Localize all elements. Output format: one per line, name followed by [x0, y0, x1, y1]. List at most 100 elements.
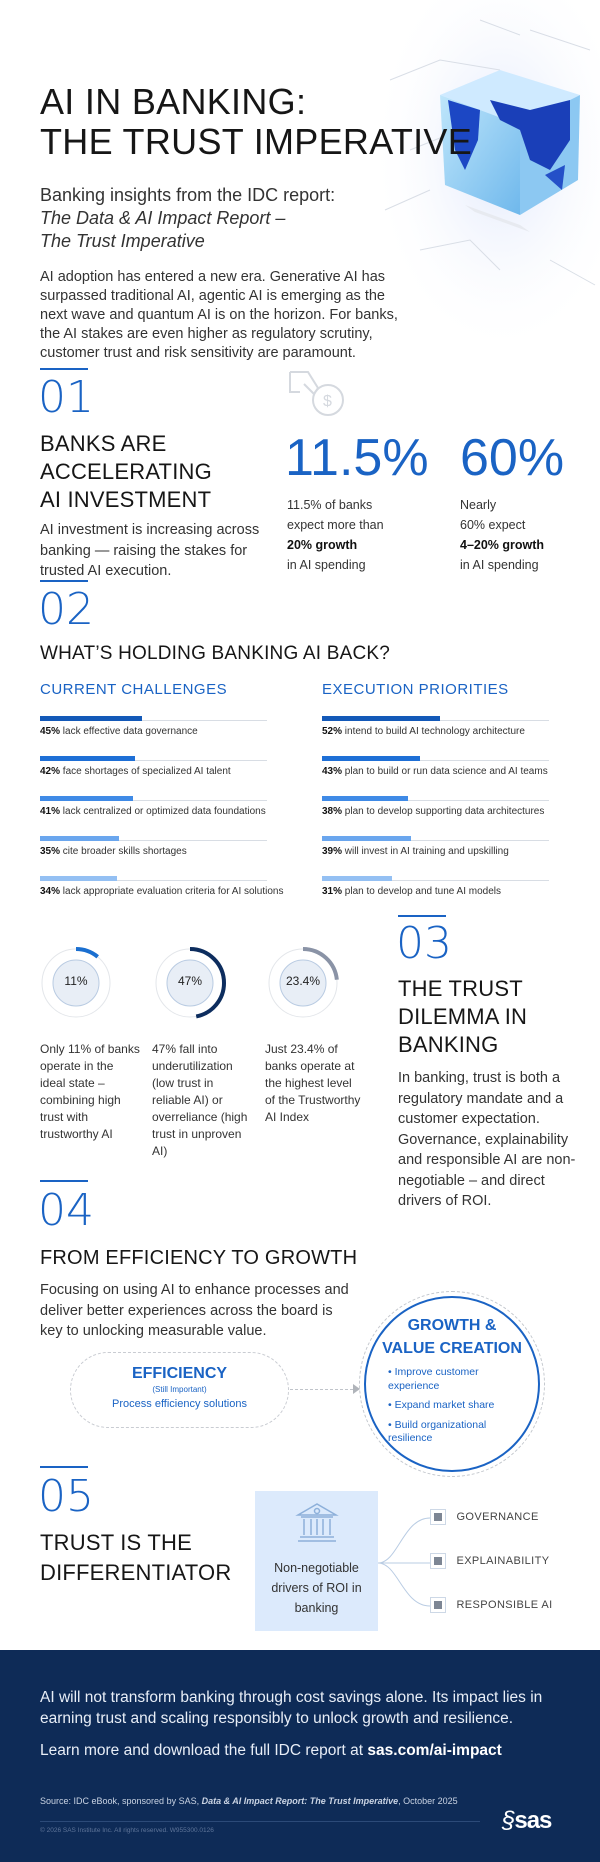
ring-arc: [267, 947, 339, 1019]
bar-label: 34% lack appropriate evaluation criteria…: [40, 886, 283, 897]
bar-fill: [322, 716, 441, 721]
bar-label: 41% lack centralized or optimized data f…: [40, 806, 266, 817]
bar-percent: 35%: [40, 846, 61, 857]
learn-more-text: Learn more and download the full IDC rep…: [40, 1742, 368, 1759]
section-number: 04: [38, 1185, 94, 1236]
bar-track: [40, 880, 267, 881]
bar-fill: [322, 836, 411, 841]
section-heading: THE TRUST DILEMMA IN BANKING: [398, 975, 527, 1059]
bar-fill: [322, 756, 420, 761]
growth-title: GROWTH &: [407, 1317, 497, 1334]
intro-paragraph: AI adoption has entered a new era. Gener…: [40, 269, 398, 361]
bar-track: [322, 760, 549, 761]
bar-fill: [322, 796, 409, 801]
ring-gauge: [154, 947, 226, 1019]
section-number: 05: [38, 1471, 94, 1522]
roi-drivers-text: Non-negotiable drivers of ROI in banking: [271, 1561, 362, 1615]
ring-caption: Only 11% of banks operate in the ideal s…: [40, 1042, 140, 1141]
ring-center: [279, 959, 327, 1007]
source-note: Source: IDC eBook, sponsored by SAS, Dat…: [40, 1796, 458, 1806]
bank-building-icon: [294, 1503, 339, 1542]
square-icon: [430, 1552, 446, 1569]
bar-percent: 41%: [40, 806, 61, 817]
heading-line: DILEMMA IN: [398, 1004, 528, 1029]
bar-fill: [40, 876, 118, 881]
trust-ring: 23.4%: [263, 943, 343, 1028]
priorities-title: EXECUTION PRIORITIES: [322, 681, 509, 698]
bar-track: [40, 840, 267, 841]
bar-label: 45% lack effective data governance: [40, 726, 198, 737]
bar-track: [40, 720, 267, 721]
efficiency-card: EFFICIENCY (Still Important) Process eff…: [70, 1352, 289, 1428]
pillar-item: GOVERNANCE: [430, 1508, 539, 1526]
learn-more: Learn more and download the full IDC rep…: [40, 1741, 585, 1762]
bar-row: 35% cite broader skills shortages: [40, 836, 267, 872]
bar-fill: [40, 836, 120, 841]
section-body: AI investment is increasing across banki…: [40, 522, 260, 579]
stat-caption: 11.5% of banks expect more than 20% grow…: [287, 495, 384, 575]
growth-item-text: Improve customer experience: [388, 1366, 479, 1392]
section-divider: [40, 1180, 88, 1182]
bar-track: [40, 760, 267, 761]
copyright: © 2026 SAS Institute Inc. All rights res…: [40, 1827, 214, 1834]
section-heading: FROM EFFICIENCY TO GROWTH: [40, 1247, 358, 1269]
heading-line: THE TRUST: [398, 976, 523, 1001]
bar-text: plan to develop and tune AI models: [342, 886, 502, 897]
ring-gauge: [267, 947, 339, 1019]
bar-fill: [40, 756, 136, 761]
report-link[interactable]: sas.com/ai-impact: [367, 1742, 502, 1759]
source-text: , October 2025: [398, 1796, 458, 1806]
bar-percent: 43%: [322, 766, 343, 777]
heading-line: BANKING: [398, 1032, 499, 1057]
bar-text: lack appropriate evaluation criteria for…: [60, 886, 284, 897]
hand-coin-icon: $: [288, 370, 348, 425]
bar-fill: [322, 876, 393, 881]
closing-statement: AI will not transform banking through co…: [40, 1689, 543, 1727]
growth-item-text: Expand market share: [394, 1399, 495, 1411]
section-heading: WHAT’S HOLDING BANKING AI BACK?: [40, 643, 391, 664]
heading-line: DIFFERENTIATOR: [40, 1560, 232, 1585]
heading-line: ACCELERATING: [40, 459, 212, 484]
ring-value: 47%: [177, 974, 203, 988]
ring-caption: Just 23.4% of banks operate at the highe…: [265, 1042, 361, 1124]
caption-line: expect more than: [287, 518, 384, 532]
ring-center: [52, 959, 100, 1007]
growth-item: • Build organizational resilience: [388, 1418, 487, 1445]
bar-percent: 34%: [40, 886, 61, 897]
report-title-line-1: The Data & AI Impact Report –: [40, 208, 286, 228]
bar-percent: 45%: [40, 726, 61, 737]
ring-arc: [40, 947, 112, 1019]
caption-line: in AI spending: [287, 558, 366, 572]
bar-text: lack effective data governance: [60, 726, 198, 737]
roi-drivers-box: Non-negotiable drivers of ROI in banking: [255, 1491, 378, 1631]
bar-label: 31% plan to develop and tune AI models: [322, 886, 501, 897]
section-divider: [40, 368, 88, 370]
caption-line: Nearly: [460, 498, 497, 512]
subtitle-text: Banking insights from the IDC report:: [40, 185, 336, 205]
source-text: Source: IDC eBook, sponsored by SAS,: [40, 1796, 202, 1806]
bar-row: 39% will invest in AI training and upski…: [322, 836, 549, 872]
growth-title: VALUE CREATION: [382, 1340, 522, 1357]
section-divider: [40, 1466, 88, 1468]
bar-label: 52% intend to build AI technology archit…: [322, 726, 525, 737]
bar-row: 42% face shortages of specialized AI tal…: [40, 756, 267, 792]
footer-message: AI will not transform banking through co…: [40, 1688, 585, 1762]
growth-item: • Expand market share: [388, 1399, 495, 1411]
square-icon: [430, 1596, 446, 1613]
pillar-label: EXPLAINABILITY: [456, 1554, 550, 1567]
bar-track: [40, 800, 267, 801]
bar-label: 42% face shortages of specialized AI tal…: [40, 766, 231, 777]
report-title-line-2: The Trust Imperative: [40, 231, 205, 251]
bar-row: 52% intend to build AI technology archit…: [322, 716, 549, 752]
stat-value: 60%: [460, 429, 565, 487]
footer: AI will not transform banking through co…: [0, 1650, 600, 1862]
bar-text: plan to develop supporting data architec…: [342, 806, 545, 817]
bar-row: 45% lack effective data governance: [40, 716, 267, 752]
arrow-connector: [290, 1389, 358, 1390]
bar-text: lack centralized or optimized data found…: [60, 806, 266, 817]
section-number: 02: [38, 584, 94, 635]
pillar-item: EXPLAINABILITY: [430, 1552, 549, 1570]
stat-value: 11.5%: [285, 429, 429, 487]
bar-text: plan to build or run data science and AI…: [342, 766, 548, 777]
ring-gauge: [40, 947, 112, 1019]
